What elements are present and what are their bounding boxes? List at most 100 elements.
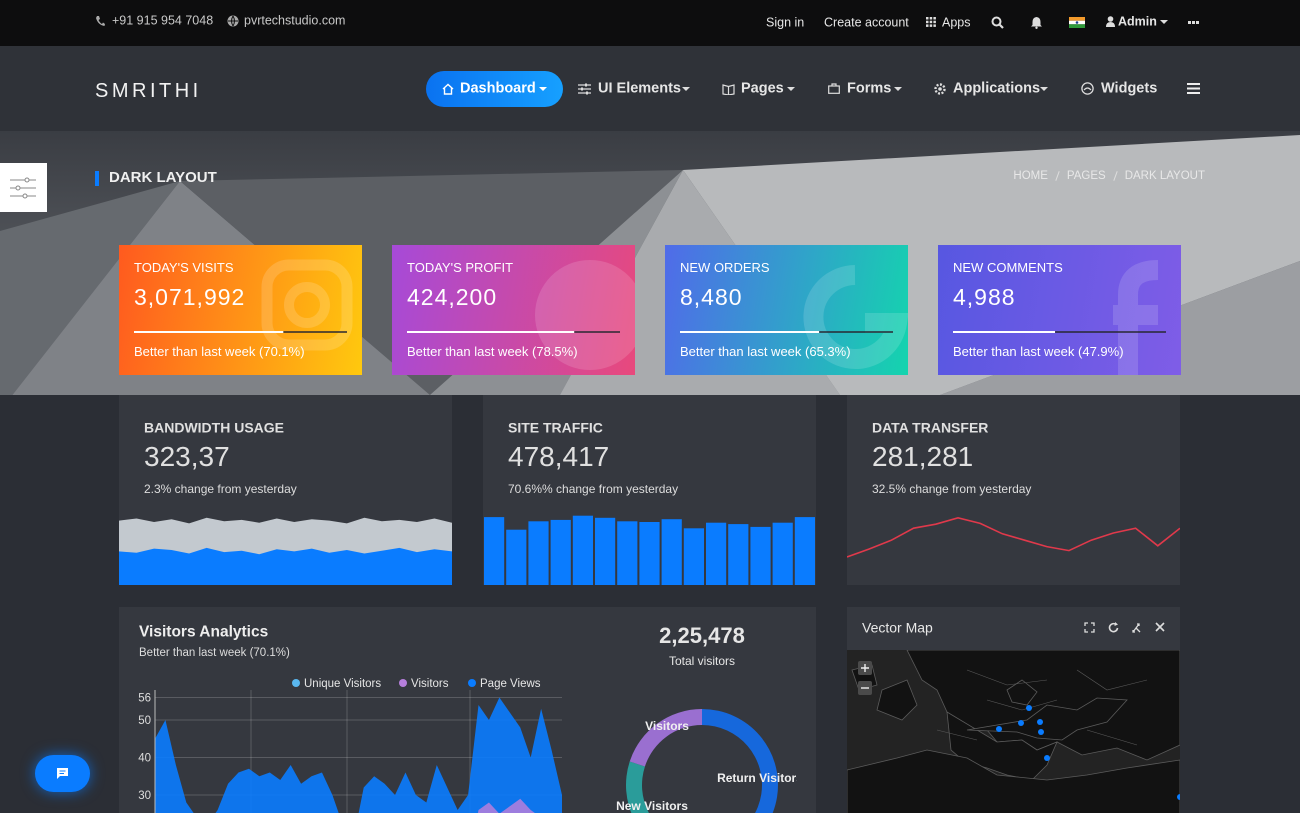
bar [484, 517, 505, 585]
y-tick-label: 40 [138, 753, 151, 765]
nav-item[interactable]: Widgets [1101, 80, 1158, 97]
panel-title: BANDWIDTH USAGE [144, 419, 284, 436]
card-label: TODAY'S PROFIT [407, 260, 514, 276]
donut-label: New Visitors [616, 799, 688, 813]
nav-item[interactable]: UI Elements [598, 80, 681, 97]
info-panel: SITE TRAFFIC 478,417 70.6%% change from ye… [483, 395, 816, 585]
brand[interactable]: SMRITHI [95, 80, 202, 102]
phone-icon [96, 16, 105, 26]
info-panel: BANDWIDTH USAGE 323,37 2.3% change from ye… [119, 395, 452, 585]
card-decoration [803, 265, 908, 369]
panel-note: 32.5% change from yesterday [872, 481, 1032, 496]
user-menu[interactable]: Admin [1118, 14, 1157, 29]
caret [1040, 87, 1048, 91]
caret [894, 87, 902, 91]
nav-item[interactable]: Pages [741, 80, 784, 97]
active-nav-pill [426, 71, 563, 107]
bar [528, 521, 549, 585]
book-icon [722, 84, 735, 95]
card-label: NEW COMMENTS [953, 260, 1063, 276]
breadcrumb: HOME PAGES DARK LAYOUT [1013, 170, 1205, 182]
card-label: TODAY'S VISITS [134, 260, 234, 276]
visitors-chart: 30 40 50 56 Unique Visitors Visitors Page View… [138, 678, 797, 813]
panel-tools[interactable] [1084, 622, 1174, 634]
user-icon [1106, 16, 1115, 27]
panel-value: 323,37 [144, 441, 230, 473]
stat-card: TODAY'S VISITS 3,071,992 Better than last … [119, 245, 362, 375]
panel-title: DATA TRANSFER [872, 419, 989, 436]
caret [787, 87, 795, 91]
progress-bar [407, 331, 620, 333]
donut-segment [626, 761, 650, 813]
settings-toggle[interactable] [0, 163, 47, 212]
mini-chart [847, 516, 1180, 558]
total-visitors-label: Total visitors [668, 653, 736, 668]
card-value: 4,988 [953, 284, 1016, 311]
menu-toggle[interactable] [1187, 83, 1200, 94]
apps[interactable]: Apps [942, 15, 971, 30]
panel-subtitle: Better than last week (70.1%) [139, 647, 290, 660]
search-icon[interactable] [991, 16, 1004, 29]
card-note: Better than last week (70.1%) [134, 344, 305, 360]
line [847, 516, 1180, 558]
y-tick-label: 50 [138, 715, 151, 727]
settings-icon [10, 177, 36, 199]
bar [639, 522, 660, 585]
sign-in[interactable]: Sign in [766, 15, 805, 30]
breadcrumb-item: DARK LAYOUT [1124, 170, 1205, 182]
create-account[interactable]: Create account [824, 15, 909, 30]
breadcrumb-item[interactable]: PAGES [1066, 170, 1106, 182]
phone: +91 915 954 7048 [112, 13, 214, 28]
bar [706, 522, 727, 585]
visitors-panel: Visitors Analytics Better than last week… [119, 607, 816, 813]
briefcase-icon [828, 83, 840, 94]
nav-item[interactable]: Applications [953, 80, 1041, 97]
card-value: 8,480 [680, 284, 743, 311]
progress-bar [680, 331, 893, 333]
navbar: SMRITHI Dashboard UI Elements Pages Form… [0, 46, 1300, 131]
area [477, 798, 535, 813]
total-visitors: 2,25,478 [659, 622, 745, 648]
sliders-icon [578, 83, 591, 95]
home-icon [442, 83, 454, 95]
y-tick-label: 56 [138, 693, 151, 705]
bar [506, 529, 527, 585]
gear-icon [934, 83, 946, 95]
bar [595, 517, 616, 585]
breadcrumb-separator [1113, 171, 1118, 181]
chat-button[interactable] [35, 755, 90, 792]
legend-label: Unique Visitors [304, 678, 381, 690]
nav-item[interactable]: Dashboard [460, 80, 536, 97]
mini-chart [119, 517, 452, 585]
more-icon[interactable] [1188, 21, 1199, 24]
progress-fill [953, 331, 1056, 333]
bar [750, 526, 771, 585]
legend-swatch [468, 679, 476, 687]
caret [1160, 20, 1168, 24]
bar [683, 528, 704, 585]
panel-title: SITE TRAFFIC [508, 419, 603, 436]
progress-track [953, 331, 1166, 333]
card-value: 424,200 [407, 284, 498, 311]
donut-segment [629, 709, 702, 767]
card-label: NEW ORDERS [680, 260, 770, 276]
flag-icon[interactable] [1069, 17, 1085, 28]
nav-item[interactable]: Forms [847, 80, 892, 97]
stat-card: NEW COMMENTS 4,988 Better than last week (… [938, 245, 1181, 375]
card-decoration [1113, 260, 1159, 375]
panel-title: Vector Map [862, 619, 933, 636]
bar [617, 521, 638, 585]
bell-icon[interactable] [1031, 16, 1042, 29]
mini-chart [484, 515, 815, 585]
progress-fill [680, 331, 820, 333]
donut-label: Visitors [645, 719, 689, 733]
card-note: Better than last week (47.9%) [953, 344, 1124, 360]
bar [728, 524, 749, 585]
panel-note: 70.6%% change from yesterday [508, 481, 679, 496]
breadcrumb-item[interactable]: HOME [1013, 170, 1048, 182]
legend-swatch [399, 679, 407, 687]
vector-map[interactable] [847, 650, 1180, 813]
apps-icon [926, 17, 936, 27]
y-tick-label: 30 [138, 790, 151, 802]
